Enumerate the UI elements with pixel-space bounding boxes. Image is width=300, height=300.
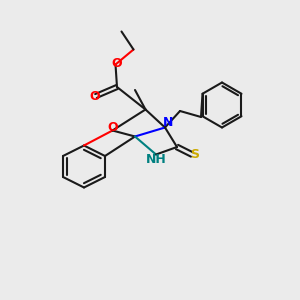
Text: O: O xyxy=(89,89,100,103)
Text: O: O xyxy=(112,56,122,70)
Text: S: S xyxy=(190,148,200,161)
Text: O: O xyxy=(107,121,118,134)
Text: N: N xyxy=(163,116,173,130)
Text: NH: NH xyxy=(146,152,167,166)
